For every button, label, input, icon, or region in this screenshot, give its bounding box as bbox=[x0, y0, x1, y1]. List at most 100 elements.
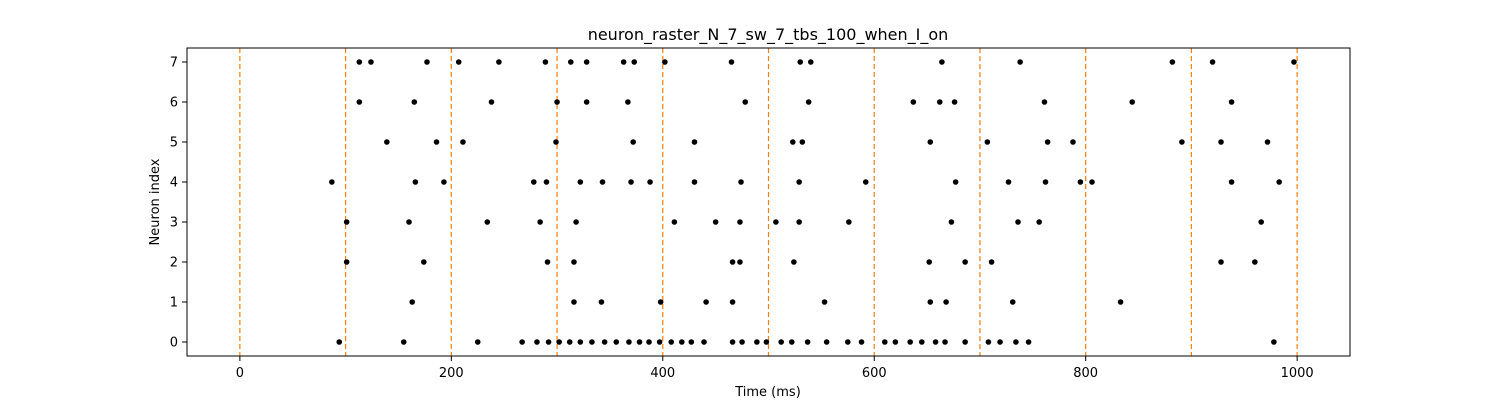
spike-point bbox=[545, 339, 552, 345]
spike-point bbox=[1228, 179, 1235, 185]
spike-point bbox=[583, 99, 590, 105]
spike-point bbox=[368, 59, 374, 65]
spike-point bbox=[671, 219, 678, 225]
spike-point bbox=[712, 219, 719, 225]
spike-point bbox=[488, 99, 495, 105]
spike-point bbox=[496, 59, 502, 65]
y-tick-label: 7 bbox=[170, 56, 178, 71]
spike-point bbox=[583, 59, 590, 65]
spike-point bbox=[567, 59, 574, 65]
spike-point bbox=[807, 59, 814, 65]
spike-point bbox=[936, 99, 943, 105]
spike-point bbox=[948, 219, 955, 225]
marker-lines bbox=[239, 48, 1298, 356]
y-tick-label: 4 bbox=[170, 176, 178, 191]
spike-point bbox=[636, 339, 643, 345]
spike-point bbox=[556, 339, 562, 345]
spike-point bbox=[409, 299, 415, 305]
spike-point bbox=[691, 139, 698, 145]
spike-point bbox=[474, 339, 481, 345]
spike-point bbox=[647, 179, 653, 185]
spike-point bbox=[1258, 219, 1264, 225]
spike-point bbox=[988, 259, 995, 265]
spike-point bbox=[577, 179, 584, 185]
spike-point bbox=[739, 339, 745, 345]
spike-point bbox=[599, 179, 606, 185]
spike-point bbox=[662, 59, 668, 65]
spike-point bbox=[630, 139, 636, 145]
spike-point bbox=[1276, 179, 1282, 185]
spike-point bbox=[412, 179, 419, 185]
spike-point bbox=[356, 99, 363, 105]
spike-point bbox=[571, 299, 577, 305]
spike-point bbox=[804, 339, 811, 345]
y-tick-label: 5 bbox=[170, 136, 178, 151]
spike-point bbox=[701, 339, 707, 345]
spike-point bbox=[797, 59, 804, 65]
spike-point bbox=[927, 139, 934, 145]
spike-point bbox=[742, 99, 749, 105]
x-axis-ticks: 0 200 400 600 800 1000 bbox=[236, 356, 1314, 381]
spike-point bbox=[625, 99, 631, 105]
x-tick-label: 600 bbox=[862, 366, 887, 381]
spike-point bbox=[1070, 139, 1076, 145]
spike-point bbox=[1005, 179, 1012, 185]
y-tick-label: 1 bbox=[170, 296, 178, 311]
spike-point bbox=[691, 179, 698, 185]
spike-point bbox=[985, 339, 992, 345]
x-tick-label: 400 bbox=[650, 366, 675, 381]
spike-point bbox=[343, 219, 350, 225]
spike-point bbox=[738, 179, 744, 185]
x-tick-label: 0 bbox=[236, 366, 244, 381]
spike-point bbox=[530, 179, 537, 185]
spike-point bbox=[1089, 179, 1095, 185]
spike-point bbox=[939, 59, 945, 65]
spike-point bbox=[1291, 59, 1297, 65]
spike-point bbox=[882, 339, 888, 345]
plot-frame bbox=[186, 47, 1351, 357]
spike-point bbox=[1036, 219, 1042, 225]
spike-point bbox=[728, 59, 735, 65]
spike-point bbox=[952, 179, 959, 185]
spike-point bbox=[942, 339, 948, 345]
spike-point bbox=[455, 59, 462, 65]
spike-point bbox=[805, 99, 812, 105]
spike-point bbox=[601, 339, 608, 345]
spike-point bbox=[821, 299, 828, 305]
spike-point bbox=[571, 259, 577, 265]
spike-point bbox=[1271, 339, 1277, 345]
spike-point bbox=[356, 59, 363, 65]
spike-point bbox=[537, 219, 543, 225]
spike-point bbox=[1169, 59, 1176, 65]
x-tick-label: 1000 bbox=[1281, 366, 1314, 381]
spike-point bbox=[688, 339, 695, 345]
spike-point bbox=[598, 299, 605, 305]
spike-point bbox=[589, 339, 595, 345]
spike-point bbox=[1252, 259, 1258, 265]
spike-point bbox=[796, 179, 802, 185]
spike-point bbox=[519, 339, 525, 345]
x-tick-label: 800 bbox=[1073, 366, 1098, 381]
spike-point bbox=[1009, 299, 1016, 305]
spike-point bbox=[823, 339, 830, 345]
spike-point bbox=[1228, 99, 1235, 105]
spike-point bbox=[927, 299, 934, 305]
spike-point bbox=[620, 59, 627, 65]
spike-point bbox=[421, 259, 427, 265]
spike-point bbox=[336, 339, 343, 345]
spike-point bbox=[1117, 299, 1124, 305]
spike-point bbox=[554, 99, 560, 105]
spike-point bbox=[844, 339, 851, 345]
spike-point bbox=[862, 179, 869, 185]
spike-point bbox=[1042, 179, 1049, 185]
spike-point bbox=[1129, 99, 1136, 105]
spike-point bbox=[997, 339, 1003, 345]
spike-point bbox=[1025, 339, 1032, 345]
spike-point bbox=[763, 339, 770, 345]
spike-point bbox=[962, 339, 968, 345]
spike-point bbox=[791, 259, 797, 265]
spike-point bbox=[343, 259, 350, 265]
spike-point bbox=[628, 179, 634, 185]
y-tick-label: 6 bbox=[170, 96, 178, 111]
